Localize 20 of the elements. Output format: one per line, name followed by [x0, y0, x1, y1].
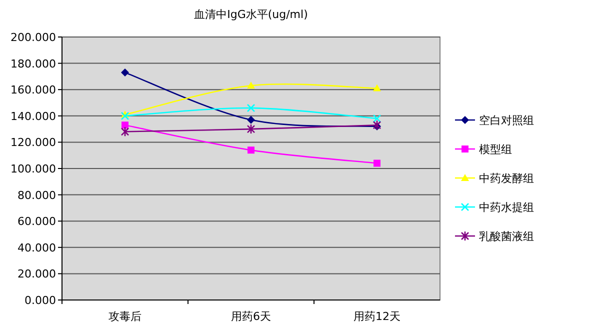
- chart-title: 血清中IgG水平(ug/ml): [194, 8, 308, 21]
- y-tick-label: 180.000: [10, 57, 56, 70]
- y-tick-label: 100.000: [10, 162, 56, 176]
- y-tick-label: 140.000: [10, 110, 56, 123]
- legend-label: 空白对照组: [479, 114, 534, 127]
- y-tick-label: 60.000: [18, 215, 56, 228]
- y-tick-label: 20.000: [18, 268, 56, 281]
- legend-label: 模型组: [479, 143, 512, 156]
- y-tick-label: 40.000: [18, 241, 56, 254]
- y-tick-label: 120.000: [10, 136, 56, 150]
- x-tick-label: 用药6天: [231, 310, 271, 323]
- y-tick-label: 0.000: [24, 294, 56, 307]
- y-tick-label: 200.000: [10, 31, 56, 44]
- y-tick-label: 160.000: [10, 84, 56, 97]
- y-tick-label: 80.000: [18, 188, 56, 202]
- legend-label: 乳酸菌液组: [479, 230, 534, 243]
- x-tick-label: 攻毒后: [108, 310, 142, 323]
- legend-label: 中药水提组: [479, 201, 534, 214]
- x-tick-label: 用药12天: [354, 310, 400, 323]
- legend-label: 中药发酵组: [479, 172, 534, 185]
